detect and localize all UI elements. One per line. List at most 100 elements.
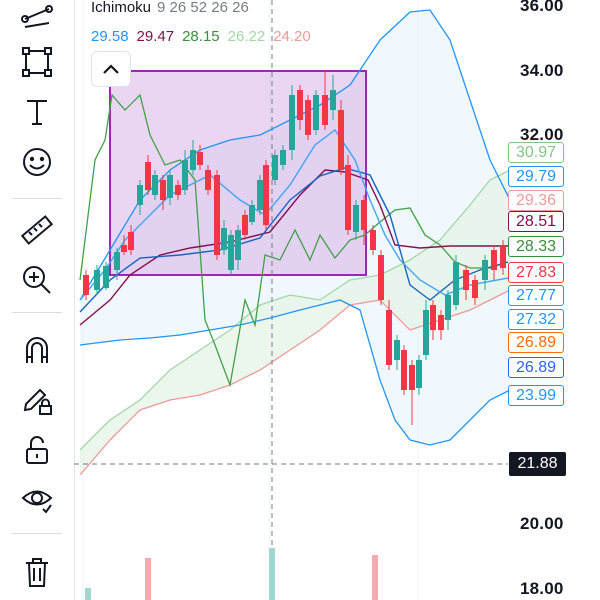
ruler-tool[interactable] (14, 210, 60, 250)
down-candle (305, 100, 311, 135)
up-candle (114, 252, 120, 270)
down-candle (386, 310, 392, 365)
volume-bar (145, 558, 151, 600)
indicator-value: 26.22 (227, 28, 266, 45)
unlock-tool[interactable] (14, 430, 60, 470)
down-candle (322, 95, 328, 125)
toolbar-divider (12, 312, 62, 313)
indicator-legend[interactable]: Ichimoku 9 26 52 26 26 (91, 0, 249, 16)
up-candle (257, 180, 263, 210)
kijun-sen-line (79, 169, 508, 326)
down-candle (463, 270, 469, 290)
ruler-icon (20, 215, 54, 245)
up-candle (272, 155, 278, 180)
volume-bar (372, 555, 378, 600)
down-candle (263, 165, 269, 225)
unlock-icon (26, 436, 48, 464)
down-candle (500, 245, 506, 268)
indicator-value: 24.20 (273, 28, 311, 45)
up-candle (453, 262, 459, 305)
price-scale-label: 29.79 (508, 166, 564, 187)
eye-icon (21, 490, 53, 514)
up-candle (445, 295, 451, 320)
up-candle (137, 185, 143, 205)
up-candle (228, 235, 234, 270)
up-candle (182, 160, 188, 190)
current-price-label: 21.88 (509, 452, 566, 476)
indicator-value: 29.58 (91, 28, 129, 45)
toolbar-divider (12, 533, 62, 534)
down-candle (242, 215, 248, 235)
moving-average-line (79, 128, 509, 301)
drawing-toolbar (0, 0, 75, 600)
collapse-legend-button[interactable] (91, 51, 131, 87)
price-scale-label: 28.33 (508, 236, 564, 257)
hide-drawings-tool[interactable] (14, 478, 60, 518)
down-candle (197, 152, 203, 165)
trend-line-tool[interactable] (14, 0, 60, 32)
indicator-name: Ichimoku (91, 0, 152, 16)
toolbar-divider (12, 198, 62, 199)
lock-drawings-tool[interactable] (14, 380, 60, 420)
rectangle-icon (22, 47, 52, 77)
up-candle (249, 205, 255, 222)
up-candle (190, 150, 196, 170)
trend-line-icon (21, 5, 53, 28)
up-candle (152, 175, 158, 195)
up-candle (416, 360, 422, 388)
tenkan-sen-line (79, 167, 509, 313)
up-candle (353, 205, 359, 232)
volume-bar (85, 588, 91, 600)
down-candle (128, 232, 134, 250)
emoji-tool[interactable] (14, 142, 60, 182)
up-candle (94, 270, 100, 290)
down-candle (338, 110, 344, 170)
pencil-lock-icon (23, 388, 52, 415)
magnet-tool[interactable] (14, 330, 60, 370)
price-scale-label: 30.97 (508, 142, 564, 163)
indicator-params: 9 26 52 26 26 (157, 0, 249, 16)
price-chart[interactable] (74, 0, 600, 600)
zoom-in-icon (23, 266, 51, 294)
down-candle (214, 175, 220, 255)
price-axis-label: 32.00 (520, 125, 564, 144)
down-candle (297, 90, 303, 120)
down-candle (83, 275, 89, 295)
price-scale-label: 26.89 (508, 357, 564, 378)
price-scale-label: 27.77 (508, 285, 564, 306)
price-scale-label: 27.83 (508, 262, 564, 283)
down-candle (345, 165, 351, 230)
up-candle (103, 266, 109, 288)
down-candle (361, 200, 367, 230)
price-scale-label: 28.51 (508, 211, 564, 232)
price-axis-label: 36.00 (520, 0, 564, 15)
down-candle (145, 162, 151, 190)
down-candle (205, 170, 211, 190)
text-tool[interactable] (14, 92, 60, 132)
up-candle (167, 175, 173, 198)
up-candle (235, 230, 241, 260)
price-scale-label: 26.89 (508, 332, 564, 353)
up-candle (394, 340, 400, 360)
chikou-span-line (79, 93, 509, 388)
zoom-in-tool[interactable] (14, 260, 60, 300)
delete-tool[interactable] (14, 552, 60, 592)
volume-bar (269, 548, 275, 600)
down-candle (430, 305, 436, 330)
rectangle-tool[interactable] (14, 42, 60, 82)
up-candle (330, 90, 336, 110)
senkou-span-a-line (79, 169, 511, 451)
price-axis-label: 34.00 (520, 61, 564, 80)
indicator-values: 29.58 29.47 28.15 26.22 24.20 (91, 28, 319, 45)
down-candle (409, 365, 415, 390)
trash-icon (26, 558, 48, 587)
price-scale-label: 27.32 (508, 309, 564, 330)
price-scale-label: 29.36 (508, 190, 564, 211)
price-axis-label: 20.00 (520, 514, 564, 533)
up-candle (289, 95, 295, 150)
bollinger-lower-line (79, 299, 511, 446)
emoji-icon (23, 148, 51, 176)
down-candle (491, 250, 497, 270)
down-candle (401, 350, 407, 390)
down-candle (438, 315, 444, 330)
